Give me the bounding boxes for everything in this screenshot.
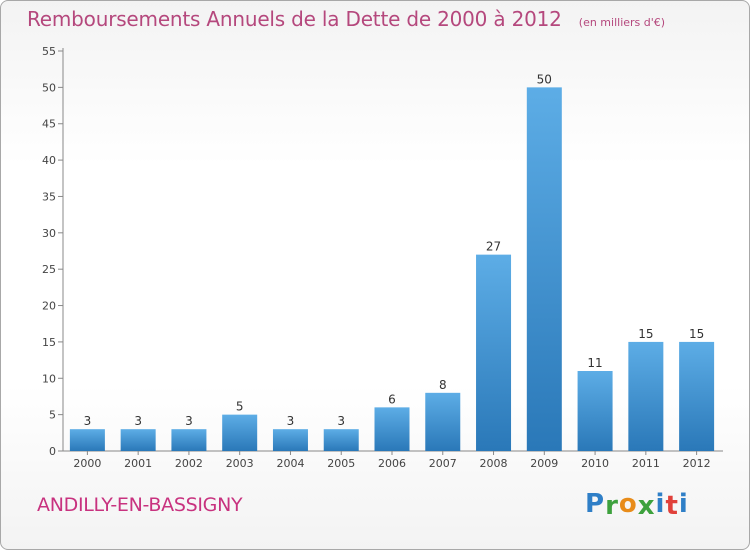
bar-2012 xyxy=(679,341,715,451)
x-tick-label-2010: 2010 xyxy=(581,457,609,470)
bar-2002 xyxy=(171,429,207,451)
x-tick-label-2005: 2005 xyxy=(327,457,355,470)
x-tick-label-2000: 2000 xyxy=(73,457,101,470)
bar-2011 xyxy=(628,341,664,451)
bar-2006 xyxy=(374,407,410,451)
chart-unit-note: (en milliers d'€) xyxy=(578,16,666,29)
data-label-2001: 3 xyxy=(134,414,142,428)
bar-2010 xyxy=(577,371,613,451)
logo-letter: x xyxy=(637,491,656,521)
logo-letter: i xyxy=(655,489,666,519)
proxiti-logo: Proxiti xyxy=(585,489,689,521)
data-label-2009: 50 xyxy=(537,72,552,86)
x-tick-label-2006: 2006 xyxy=(378,457,406,470)
x-tick-label-2011: 2011 xyxy=(632,457,660,470)
y-tick-label: 55 xyxy=(42,45,56,58)
y-tick-label: 40 xyxy=(42,154,56,167)
y-tick-label: 15 xyxy=(42,336,56,349)
x-tick-label-2003: 2003 xyxy=(226,457,254,470)
data-label-2002: 3 xyxy=(185,414,193,428)
x-tick-label-2009: 2009 xyxy=(530,457,558,470)
x-tick-label-2008: 2008 xyxy=(480,457,508,470)
data-label-2011: 15 xyxy=(638,327,653,341)
x-tick-label-2001: 2001 xyxy=(124,457,152,470)
logo-letter: t xyxy=(665,491,679,521)
data-label-2008: 27 xyxy=(486,240,501,254)
bar-2001 xyxy=(120,429,156,451)
y-tick-label: 20 xyxy=(42,300,56,313)
data-label-2000: 3 xyxy=(84,414,92,428)
x-tick-label-2012: 2012 xyxy=(683,457,711,470)
logo-letter: i xyxy=(678,489,689,519)
bar-2008 xyxy=(476,254,512,451)
y-tick-label: 10 xyxy=(42,372,56,385)
chart-title-main: Remboursements Annuels de la Dette de 20… xyxy=(27,7,562,31)
bar-2000 xyxy=(69,429,105,451)
bar-2007 xyxy=(425,392,461,451)
bar-2004 xyxy=(272,429,308,451)
y-tick-label: 50 xyxy=(42,81,56,94)
logo-letter: o xyxy=(618,489,638,519)
data-label-2003: 5 xyxy=(236,400,244,414)
y-tick-label: 0 xyxy=(49,445,56,458)
y-tick-label: 30 xyxy=(42,227,56,240)
data-label-2012: 15 xyxy=(689,327,704,341)
chart-title: Remboursements Annuels de la Dette de 20… xyxy=(27,7,665,31)
x-tick-label-2004: 2004 xyxy=(276,457,304,470)
bar-2005 xyxy=(323,429,359,451)
logo-letter: P xyxy=(585,489,606,519)
logo-letter: r xyxy=(605,491,619,521)
x-tick-label-2002: 2002 xyxy=(175,457,203,470)
y-tick-label: 25 xyxy=(42,263,56,276)
bar-2009 xyxy=(526,87,562,451)
commune-name: ANDILLY-EN-BASSIGNY xyxy=(37,494,243,516)
data-label-2005: 3 xyxy=(337,414,345,428)
x-tick-label-2007: 2007 xyxy=(429,457,457,470)
data-label-2006: 6 xyxy=(388,392,396,406)
y-tick-label: 45 xyxy=(42,118,56,131)
data-label-2007: 8 xyxy=(439,378,447,392)
data-label-2010: 11 xyxy=(587,356,602,370)
y-tick-label: 5 xyxy=(49,409,56,422)
data-label-2004: 3 xyxy=(287,414,295,428)
y-tick-label: 35 xyxy=(42,190,56,203)
bar-2003 xyxy=(222,414,258,451)
